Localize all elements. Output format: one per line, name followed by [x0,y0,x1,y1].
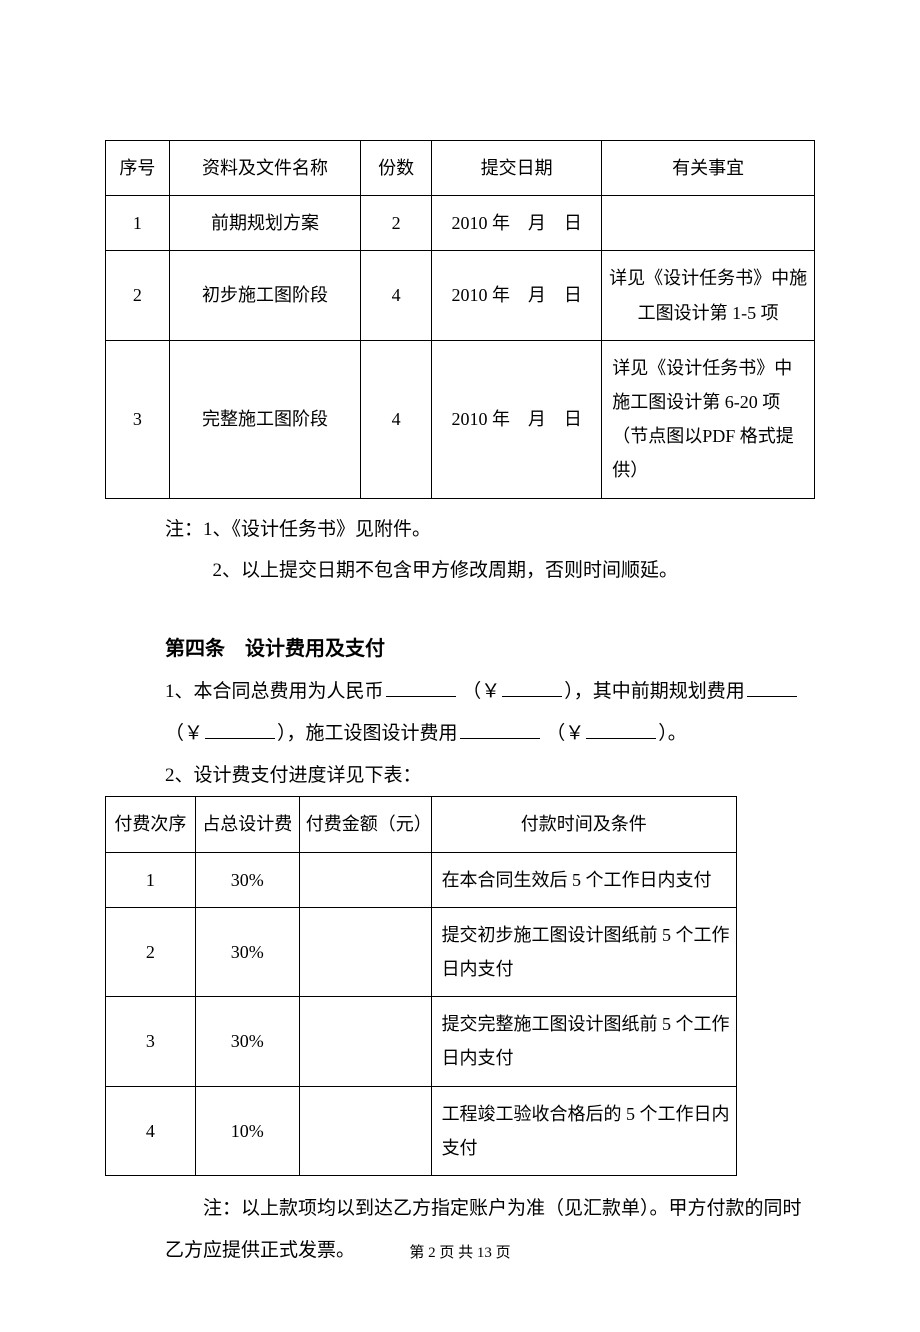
text: ），施工设图设计费用 [277,723,458,744]
cell-name: 前期规划方案 [169,196,360,251]
cell-copies: 2 [361,196,432,251]
cell-pct: 30% [195,852,299,907]
blank-plan-fee [747,676,797,697]
fee-paragraph-1: 1、本合同总费用为人民币 （￥ ），其中前期规划费用 [165,671,815,713]
col-header-name: 资料及文件名称 [169,141,360,196]
cell-copies: 4 [361,251,432,340]
cell-name: 完整施工图阶段 [169,340,360,498]
cell-cond: 在本合同生效后 5 个工作日内支付 [431,852,736,907]
cell-amt [299,1086,431,1175]
col-header-amt: 付费金额（元） [299,797,431,852]
cell-pct: 30% [195,907,299,996]
text: （￥ [546,723,584,744]
cell-no: 1 [106,196,170,251]
cell-date: 2010 年 月 日 [432,251,602,340]
table1-notes: 注：1、《设计任务书》见附件。 2、以上提交日期不包含甲方修改周期，否则时间顺延… [165,509,815,593]
deliverables-table: 序号 资料及文件名称 份数 提交日期 有关事宜 1 前期规划方案 2 2010 … [105,140,815,499]
text: 1、本合同总费用为人民币 [165,681,384,702]
payment-schedule-table: 付费次序 占总设计费 付费金额（元） 付款时间及条件 1 30% 在本合同生效后… [105,796,737,1176]
col-header-cond: 付款时间及条件 [431,797,736,852]
section-4-heading: 第四条 设计费用及支付 [165,632,815,661]
table-row: 1 30% 在本合同生效后 5 个工作日内支付 [106,852,737,907]
cell-pct: 30% [195,997,299,1086]
table-row: 2 30% 提交初步施工图设计图纸前 5 个工作日内支付 [106,907,737,996]
cell-notes: 详见《设计任务书》中施工图设计第 1-5 项 [602,251,815,340]
table-row: 2 初步施工图阶段 4 2010 年 月 日 详见《设计任务书》中施工图设计第 … [106,251,815,340]
page-footer: 第 2 页 共 13 页 [0,1241,920,1262]
blank-total-amount [502,676,562,697]
table-row: 1 前期规划方案 2 2010 年 月 日 [106,196,815,251]
cell-name: 初步施工图阶段 [169,251,360,340]
cell-notes [602,196,815,251]
cell-seq: 4 [106,1086,196,1175]
cell-cond: 提交完整施工图设计图纸前 5 个工作日内支付 [431,997,736,1086]
cell-seq: 1 [106,852,196,907]
text: ），其中前期规划费用 [564,681,745,702]
cell-amt [299,907,431,996]
table-row: 3 完整施工图阶段 4 2010 年 月 日 详见《设计任务书》中施工图设计第 … [106,340,815,498]
col-header-no: 序号 [106,141,170,196]
table-row: 3 30% 提交完整施工图设计图纸前 5 个工作日内支付 [106,997,737,1086]
text: ）。 [658,723,687,744]
fee-paragraph-1b: （￥ ），施工设图设计费用 （￥ ）。 [165,713,815,755]
fee-paragraph-2: 2、设计费支付进度详见下表： [165,755,815,797]
section-4-body: 1、本合同总费用为人民币 （￥），其中前期规划费用 （￥），施工设图设计费用 （… [165,671,815,796]
col-header-seq: 付费次序 [106,797,196,852]
note-line: 注：1、《设计任务书》见附件。 [165,509,815,551]
cell-amt [299,852,431,907]
cell-amt [299,997,431,1086]
document-page: 序号 资料及文件名称 份数 提交日期 有关事宜 1 前期规划方案 2 2010 … [0,0,920,1332]
note-line: 2、以上提交日期不包含甲方修改周期，否则时间顺延。 [165,550,815,592]
cell-date: 2010 年 月 日 [432,196,602,251]
blank-plan-amount [205,718,275,739]
blank-design-fee [460,718,540,739]
cell-seq: 2 [106,907,196,996]
table-row: 4 10% 工程竣工验收合格后的 5 个工作日内支付 [106,1086,737,1175]
cell-seq: 3 [106,997,196,1086]
cell-copies: 4 [361,340,432,498]
blank-design-amount [586,718,656,739]
blank-total-rmb [386,676,456,697]
text: （￥ [165,723,203,744]
col-header-copies: 份数 [361,141,432,196]
cell-date: 2010 年 月 日 [432,340,602,498]
cell-no: 3 [106,340,170,498]
col-header-pct: 占总设计费 [195,797,299,852]
cell-no: 2 [106,251,170,340]
col-header-date: 提交日期 [432,141,602,196]
text: （￥ [462,681,500,702]
table-row: 付费次序 占总设计费 付费金额（元） 付款时间及条件 [106,797,737,852]
cell-pct: 10% [195,1086,299,1175]
cell-cond: 工程竣工验收合格后的 5 个工作日内支付 [431,1086,736,1175]
cell-cond: 提交初步施工图设计图纸前 5 个工作日内支付 [431,907,736,996]
cell-notes: 详见《设计任务书》中施工图设计第 6-20 项（节点图以PDF 格式提供） [602,340,815,498]
table-row: 序号 资料及文件名称 份数 提交日期 有关事宜 [106,141,815,196]
col-header-notes: 有关事宜 [602,141,815,196]
